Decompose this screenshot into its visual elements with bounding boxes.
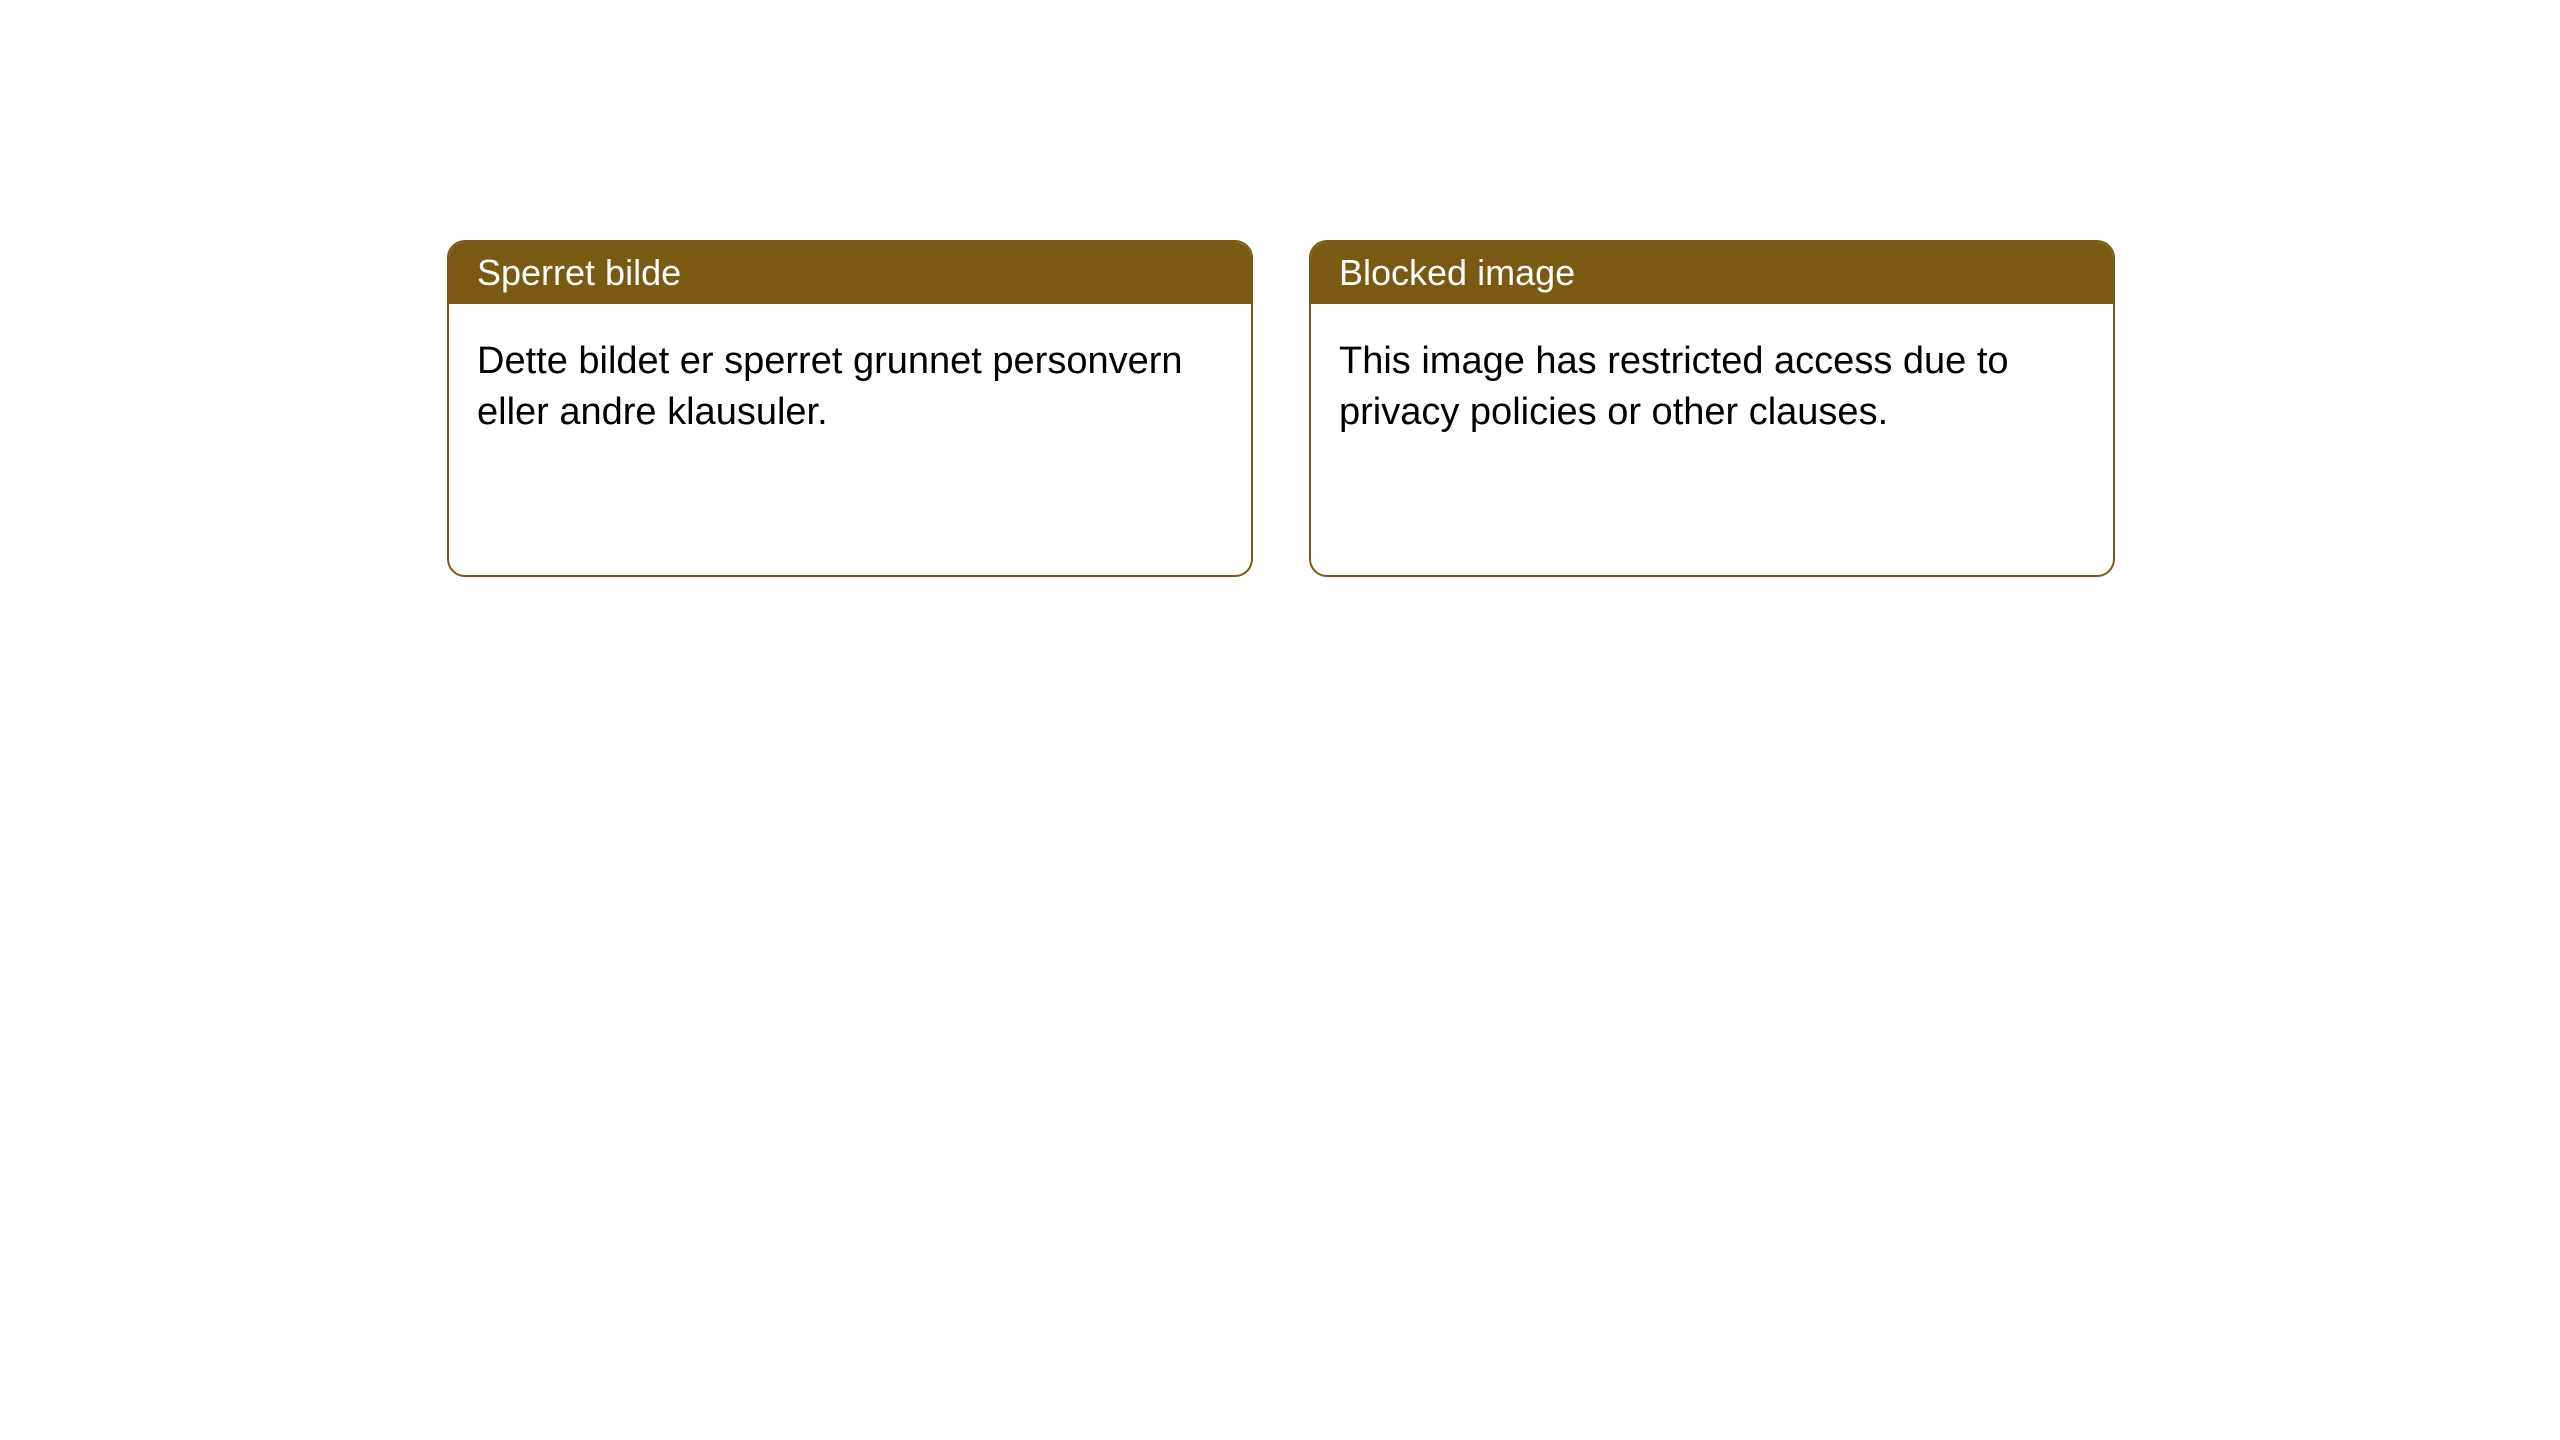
notice-body: Dette bildet er sperret grunnet personve… [449, 304, 1251, 471]
notice-header: Blocked image [1311, 242, 2113, 304]
notice-message: Dette bildet er sperret grunnet personve… [477, 340, 1183, 433]
notice-message: This image has restricted access due to … [1339, 340, 2009, 433]
notice-card-english: Blocked image This image has restricted … [1309, 240, 2115, 577]
notice-title: Sperret bilde [477, 252, 681, 294]
notice-body: This image has restricted access due to … [1311, 304, 2113, 471]
notice-container: Sperret bilde Dette bildet er sperret gr… [0, 0, 2560, 577]
notice-header: Sperret bilde [449, 242, 1251, 304]
notice-title: Blocked image [1339, 252, 1575, 294]
notice-card-norwegian: Sperret bilde Dette bildet er sperret gr… [447, 240, 1253, 577]
